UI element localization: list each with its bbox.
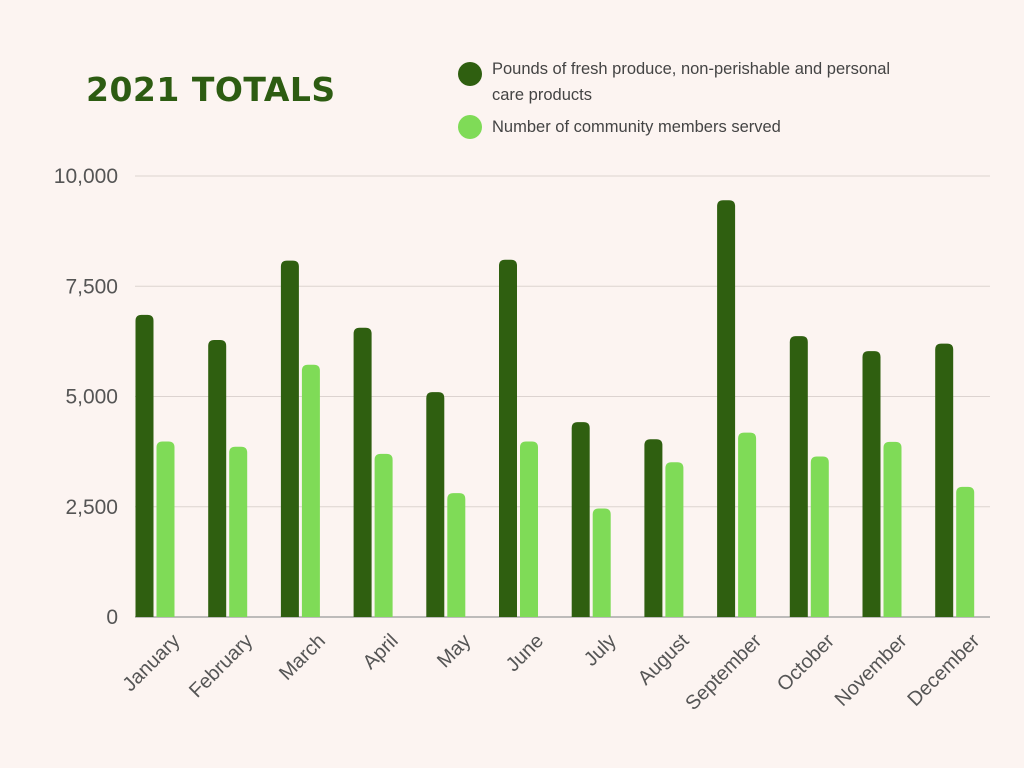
bars [135, 200, 975, 617]
chart-title: 2021 TOTALS [86, 70, 336, 109]
legend-item-members: Number of community members served [458, 114, 912, 140]
bar-members [229, 446, 248, 617]
y-tick-label: 2,500 [65, 496, 118, 519]
y-tick-label: 0 [106, 606, 118, 629]
gridlines [135, 175, 990, 618]
y-axis-ticks: 0 2,500 5,000 7,500 10,000 [54, 165, 118, 629]
y-tick-label: 7,500 [65, 275, 118, 298]
x-tick-label: February [185, 630, 257, 702]
bar-members [956, 486, 975, 617]
bar-members [883, 441, 902, 617]
bar-pounds [280, 260, 299, 617]
bar-pounds [135, 314, 154, 617]
bar-pounds [789, 336, 808, 617]
bar-members [592, 508, 611, 617]
x-tick-label: August [634, 630, 694, 690]
x-tick-label: January [119, 630, 185, 696]
legend-swatch-members [458, 115, 482, 139]
bar-pounds [208, 340, 227, 617]
x-tick-label: September [681, 630, 766, 715]
x-tick-label: June [502, 630, 548, 676]
bar-members [374, 453, 393, 617]
legend-label-pounds: Pounds of fresh produce, non-perishable … [492, 60, 891, 104]
x-tick-label: December [903, 630, 984, 711]
bar-members [520, 441, 538, 617]
bar-pounds [717, 200, 736, 617]
bar-pounds [571, 422, 590, 617]
x-tick-label: March [275, 630, 330, 685]
x-tick-label: May [433, 630, 475, 672]
x-tick-label: November [831, 630, 912, 711]
legend-swatch-pounds [458, 62, 482, 86]
bar-members [301, 364, 320, 617]
bar-members [665, 462, 684, 617]
bar-pounds [862, 351, 881, 617]
bar-members [156, 441, 175, 617]
x-tick-label: April [359, 630, 403, 674]
bar-pounds [935, 343, 954, 617]
bar-pounds [426, 392, 445, 617]
bar-members [810, 456, 829, 617]
x-axis-ticks: January February March April May June July Augu… [119, 630, 985, 715]
bar-members [738, 432, 757, 617]
legend-label-members: Number of community members served [492, 118, 781, 136]
y-tick-label: 5,000 [65, 386, 118, 409]
bar-members [447, 493, 466, 617]
bar-pounds [353, 327, 372, 617]
legend-item-pounds: Pounds of fresh produce, non-perishable … [458, 56, 912, 108]
bar-pounds [644, 439, 663, 617]
y-tick-label: 10,000 [54, 165, 118, 188]
x-tick-label: July [580, 630, 621, 671]
x-tick-label: October [773, 630, 839, 696]
bar-pounds [499, 259, 517, 617]
legend: Pounds of fresh produce, non-perishable … [458, 56, 912, 140]
